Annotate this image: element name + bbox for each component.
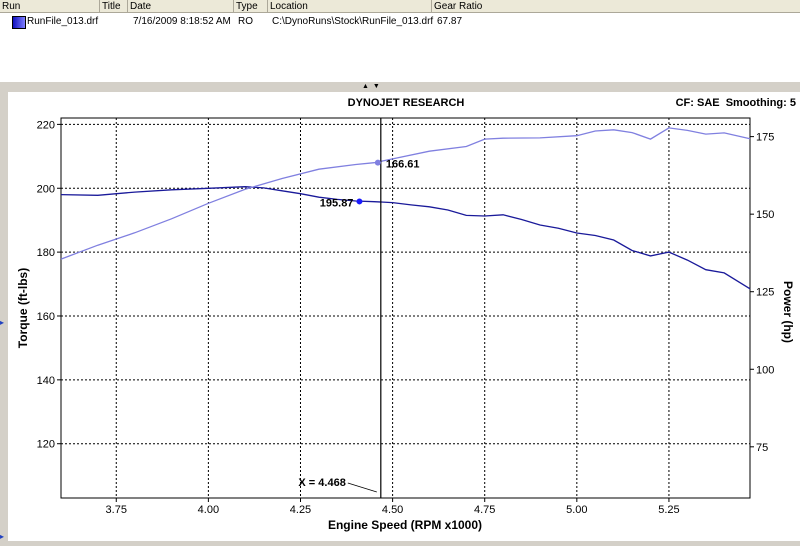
x-tick-label: 5.25 [658,504,679,516]
chart-info-label: CF: SAE Smoothing: 5 [676,97,796,109]
column-header-type[interactable]: Type [234,0,268,13]
left-panel-edge: ▸ ▸ [0,92,6,541]
run-color-swatch[interactable] [12,16,26,29]
x-tick-label: 4.50 [382,504,403,516]
run-type-cell: RO [238,16,253,27]
right-tick-label: 75 [756,442,768,454]
column-header-location[interactable]: Location [268,0,432,13]
right-tick-label: 100 [756,364,774,376]
right-tick-label: 175 [756,132,774,144]
run-list-table[interactable]: Run Title Date Type Location Gear Ratio … [0,0,800,83]
run-gear-ratio-cell: 67.87 [437,16,463,27]
column-header-title[interactable]: Title [100,0,128,13]
x-tick-label: 5.00 [566,504,587,516]
chart-title: DYNOJET RESEARCH [348,97,465,109]
column-header-date[interactable]: Date [128,0,234,13]
x-tick-label: 4.00 [198,504,219,516]
power-line [60,127,751,260]
series-lines [60,127,751,290]
right-tick-label: 125 [756,287,774,299]
left-axis-label: Torque (ft-lbs) [16,268,30,348]
right-axis-label: Power (hp) [781,281,795,343]
run-location-cell: C:\DynoRuns\Stock\RunFile_013.drf [272,16,434,27]
column-header-gear-ratio[interactable]: Gear Ratio [432,0,800,13]
left-tick-label: 120 [37,439,55,451]
grid-lines [57,118,754,502]
left-tick-label: 200 [37,183,55,195]
cursor-group[interactable]: X = 4.468 195.87 166.61 [298,118,420,498]
plot-area[interactable] [60,117,751,499]
torque-marker-label: 195.87 [320,197,354,209]
expand-left-icon[interactable]: ▸ [0,318,5,327]
x-tick-label: 4.75 [474,504,495,516]
dyno-chart: DYNOJET RESEARCH CF: SAE Smoothing: 5 X … [16,97,796,532]
run-date-cell: 7/16/2009 8:18:52 AM [133,16,231,27]
x-tick-label: 3.75 [106,504,127,516]
scroll-marker-icon: ▸ [0,532,5,541]
panel-splitter[interactable]: ▲ ▼ [0,82,800,92]
left-tick-label: 160 [37,311,55,323]
tick-labels: 3.75 4.00 4.25 4.50 4.75 5.00 5.25 120 140 160 180… [37,119,775,516]
torque-marker-point [356,198,363,205]
splitter-grip-icon[interactable]: ▲ ▼ [362,83,381,90]
power-marker-label: 166.61 [386,159,420,171]
left-tick-label: 180 [37,247,55,259]
dyno-chart-panel: DYNOJET RESEARCH CF: SAE Smoothing: 5 X … [8,92,800,541]
right-tick-label: 150 [756,209,774,221]
left-tick-label: 220 [37,119,55,131]
x-tick-label: 4.25 [290,504,311,516]
cursor-label: X = 4.468 [298,477,345,489]
cursor-label-leader [347,482,377,493]
x-axis-label: Engine Speed (RPM x1000) [328,518,482,532]
run-name-cell[interactable]: RunFile_013.drf [27,16,99,27]
power-marker-point [374,159,381,166]
left-tick-label: 140 [37,375,55,387]
column-header-run[interactable]: Run [0,0,100,13]
